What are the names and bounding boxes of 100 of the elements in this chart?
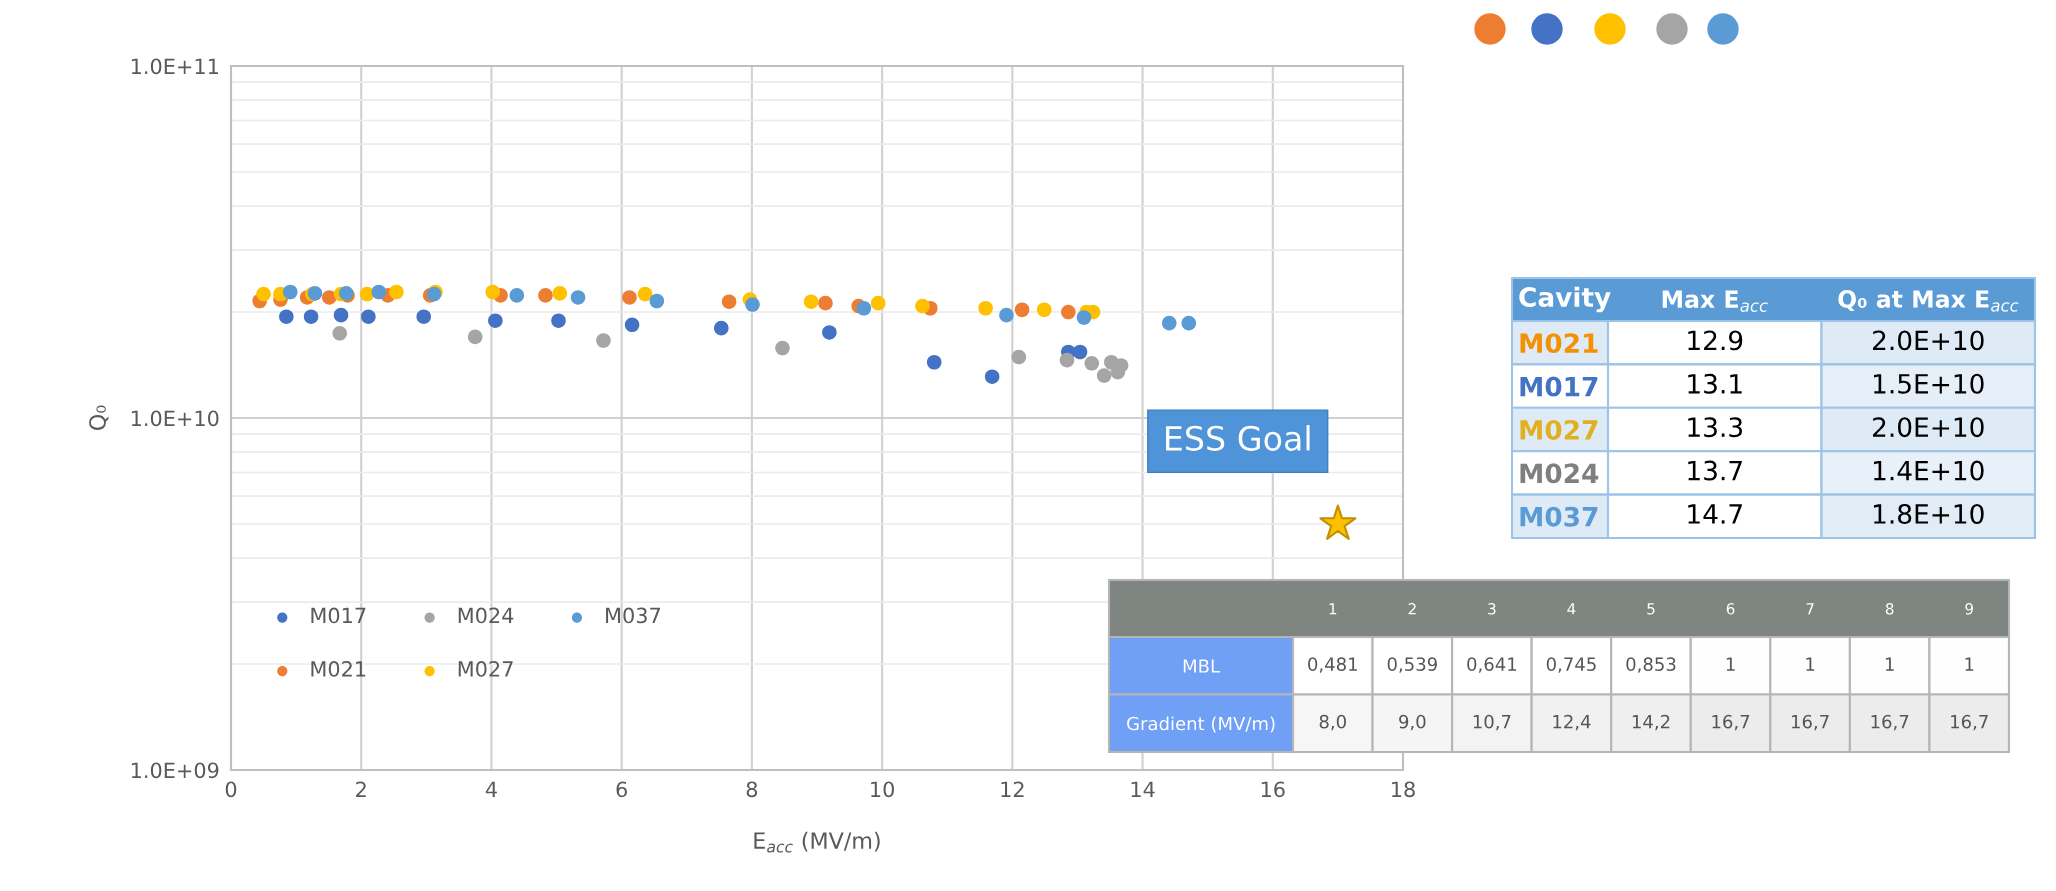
point [1096,368,1112,383]
point [818,295,833,311]
data-label: 1 [1806,657,1815,671]
point [488,313,503,328]
data-label: 16,7 [1712,714,1750,731]
data-label: 16,7 [1951,714,1988,731]
point [637,286,653,302]
point [333,307,349,323]
data-label: 14,2 [1632,714,1670,731]
data-label: 1.5E+10 [1873,373,1984,394]
y-tick-label: M017 [1520,376,1598,397]
x-tick-label: 4 [1567,603,1576,615]
y-tick-label: Gradient (MV/m) [1127,716,1275,733]
data-label: 13.1 [1688,373,1742,394]
point [803,294,819,309]
point [332,326,348,341]
point [984,369,1000,384]
point [509,288,525,303]
legend-label: M024 [458,607,514,624]
point [303,309,319,324]
y-tick-label: 1.0E+11 [131,58,218,75]
point [926,354,942,370]
data-label: 8,0 [1319,714,1346,731]
point [1059,352,1075,368]
data-label: 0,481 [1308,657,1357,673]
y-tick-label: MBL [1183,659,1220,673]
point [870,295,886,311]
legend-label: M017 [311,607,366,624]
x-tick-label: 1 [1329,603,1337,615]
point [649,293,665,309]
point [416,309,432,324]
x-tick-label: Max E$_{acc}$ [1662,290,1768,312]
point [1036,302,1052,318]
data-label: 1.8E+10 [1873,504,1984,524]
point [622,290,637,305]
point [279,309,294,324]
point [1014,302,1030,318]
y-tick-label: 1.0E+09 [131,762,219,779]
point [538,288,553,303]
y-tick-label: M021 [1520,333,1598,354]
point [551,313,566,328]
x-tick-label: 6 [616,781,627,798]
point [596,333,611,348]
data-label: 10,7 [1473,714,1511,731]
data-label: 1 [1726,657,1735,671]
point [361,309,376,324]
x-tick-label: 8 [1885,603,1894,615]
y-tick-label: M037 [1520,506,1598,527]
point [1161,315,1177,331]
point [1011,349,1027,365]
point [721,294,737,309]
point [745,297,760,312]
x-tick-label: 2 [1408,603,1416,615]
x-tick-label: 0 [225,781,237,798]
point [1084,356,1100,371]
data-label: 0,539 [1387,657,1437,673]
data-label: 12,4 [1553,714,1591,731]
legend-label: M037 [606,607,660,624]
x-tick-label: 2 [356,781,366,797]
point [485,284,501,300]
y-tick-label: M027 [1520,419,1598,440]
x-tick-label: 18 [1392,781,1415,798]
point [389,284,404,300]
annotation: ESS Goal [1166,425,1310,451]
x-tick-label: 10 [871,781,894,798]
data-label: 1.4E+10 [1873,460,1984,481]
x-tick-label: 7 [1806,603,1814,615]
point [256,286,271,302]
point [915,298,930,314]
data-label: 14.7 [1688,504,1742,524]
data-label: 13.3 [1688,417,1743,438]
y-axis-title: Q₀ [89,405,109,430]
point [856,300,872,316]
point [1076,310,1092,325]
point [467,329,483,345]
data-label: 2.0E+10 [1873,330,1984,351]
x-tick-label: 12 [1001,781,1024,797]
point [359,286,375,302]
point [822,325,837,340]
y-tick-label: 1.0E+10 [131,410,219,427]
data-label: 16,7 [1791,714,1829,731]
x-tick-label: 5 [1647,603,1655,615]
x-tick-label: 6 [1726,603,1735,615]
legend-label: M021 [311,661,366,677]
point [999,307,1014,323]
x-tick-label: 8 [746,781,758,798]
x-tick-label: 4 [485,781,497,797]
point [978,300,993,316]
y-tick-label: M024 [1520,463,1599,484]
data-label: 1 [1885,657,1894,671]
x-tick-label: 9 [1965,603,1974,615]
legend-label: M027 [458,661,513,677]
point [714,320,729,336]
data-label: 0,641 [1467,657,1517,673]
x-tick-label: 16 [1261,781,1285,798]
x-axis-title: E$_{acc}$ (MV/m) [754,831,880,853]
data-label: 13.7 [1688,460,1742,481]
point [322,290,337,305]
point [371,284,387,300]
point [775,340,790,356]
